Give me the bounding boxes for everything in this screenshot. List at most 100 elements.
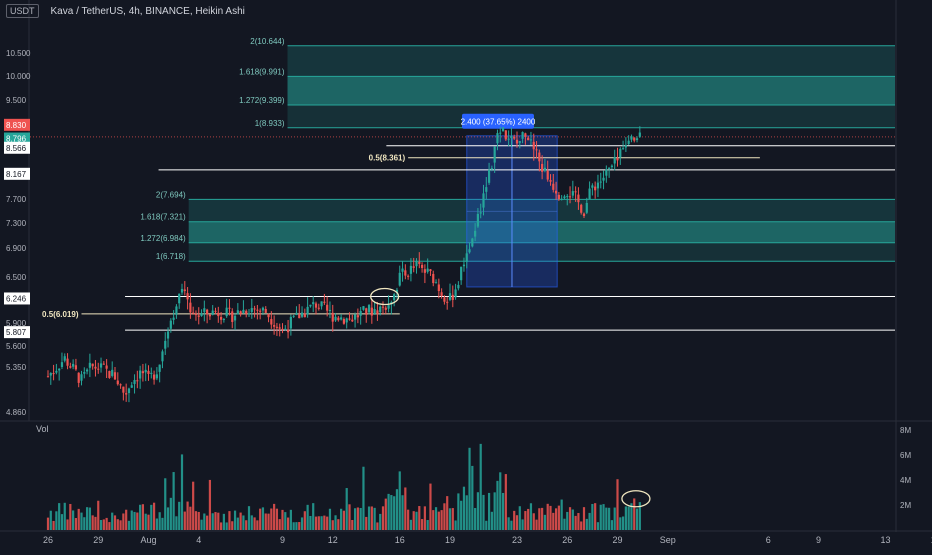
candle-body: [518, 141, 521, 143]
volume-bar: [351, 520, 354, 530]
candle-body: [334, 316, 337, 321]
volume-bar: [309, 515, 312, 530]
volume-bar: [175, 516, 178, 530]
volume-bar: [122, 513, 125, 530]
candle-body: [144, 369, 147, 373]
volume-bar: [409, 519, 413, 530]
volume-bar: [172, 472, 175, 530]
candle-body: [384, 307, 387, 310]
volume-bar: [395, 489, 399, 530]
volume-bar: [348, 504, 351, 530]
fib-lower-zone: [188, 221, 895, 243]
candle-body: [474, 230, 477, 237]
candle-body: [85, 369, 89, 372]
volume-bar: [161, 517, 164, 530]
volume-bar: [443, 503, 446, 530]
currency-unit[interactable]: USDT: [6, 4, 39, 18]
price-tag-box: [4, 292, 30, 305]
fib-upper-level-label: 1(8.933): [255, 119, 285, 128]
candle-body: [88, 362, 91, 368]
price-tick-label: 7.700: [6, 195, 27, 204]
candle-body: [152, 374, 156, 380]
candle-body: [203, 308, 206, 312]
candle-body: [317, 307, 320, 309]
volume-bar: [365, 516, 368, 530]
candle-body: [577, 194, 580, 203]
candle-body: [245, 310, 248, 314]
candle-body: [549, 180, 552, 182]
candle-body: [507, 138, 510, 140]
volume-bar: [490, 511, 493, 530]
volume-bar: [387, 493, 390, 530]
price-tag-label: 8.796: [6, 134, 27, 143]
candle-body: [74, 365, 78, 370]
candle-body: [521, 132, 524, 139]
volume-bar: [345, 488, 348, 530]
price-tag-label: 8.566: [6, 144, 27, 153]
candle-body: [309, 304, 312, 307]
volume-bar: [532, 513, 535, 530]
candle-body: [306, 306, 309, 315]
candle-body: [155, 374, 158, 379]
candle-body: [267, 313, 270, 318]
volume-bar: [222, 513, 225, 530]
volume-bar: [247, 506, 251, 530]
candle-body: [454, 289, 457, 298]
volume-bar: [113, 515, 117, 530]
volume-bar: [169, 497, 172, 530]
volume-bar: [286, 517, 290, 530]
candle-body: [552, 183, 555, 190]
volume-bar: [127, 520, 131, 530]
volume-bar: [63, 502, 66, 530]
volume-bar: [158, 512, 161, 530]
volume-bar: [426, 520, 429, 530]
volume-bar: [77, 508, 80, 530]
volume-bar: [133, 511, 136, 530]
volume-bar: [638, 502, 641, 530]
candle-body: [499, 132, 502, 134]
volume-bar: [384, 498, 387, 530]
volume-bar: [108, 522, 111, 530]
volume-bar: [370, 506, 373, 530]
price-tag-box: [4, 167, 30, 180]
candle-body: [616, 157, 619, 161]
volume-bar: [613, 507, 616, 530]
volume-bar: [549, 505, 552, 530]
candle-body: [275, 326, 279, 328]
candle-body: [348, 318, 351, 320]
candle-body: [582, 213, 586, 217]
volume-bar: [295, 522, 298, 530]
volume-bar: [281, 509, 284, 530]
candle-body: [236, 310, 239, 315]
candle-body: [571, 191, 574, 196]
candle-body: [393, 294, 396, 301]
volume-bar: [340, 508, 343, 530]
symbol-title[interactable]: Kava / TetherUS, 4h, BINANCE, Heikin Ash…: [50, 5, 245, 17]
volume-bar: [214, 512, 217, 530]
candle-body: [139, 370, 142, 379]
volume-bar: [563, 518, 566, 530]
candle-body: [345, 318, 348, 323]
volume-bar: [596, 522, 600, 530]
candle-body: [535, 149, 538, 151]
volume-bar: [415, 511, 418, 530]
candle-body: [412, 266, 415, 268]
volume-bar: [342, 510, 346, 530]
fib-lower-level-label: 1.272(6.984): [140, 234, 186, 243]
time-tick-label: 9: [280, 535, 285, 545]
candle-body: [440, 292, 443, 297]
volume-bar: [359, 507, 362, 530]
chart-header: USDT Kava / TetherUS, 4h, BINANCE, Heiki…: [0, 0, 932, 22]
candle-body: [189, 302, 192, 313]
candle-body: [105, 365, 108, 369]
price-tick-label: 7.300: [6, 219, 27, 228]
time-tick-label: 23: [512, 535, 522, 545]
candles: [46, 126, 641, 403]
volume-bar: [147, 514, 150, 530]
volume-bar: [52, 520, 55, 530]
volume-bar: [273, 503, 276, 530]
candle-body: [320, 301, 323, 307]
candle-body: [627, 140, 630, 145]
